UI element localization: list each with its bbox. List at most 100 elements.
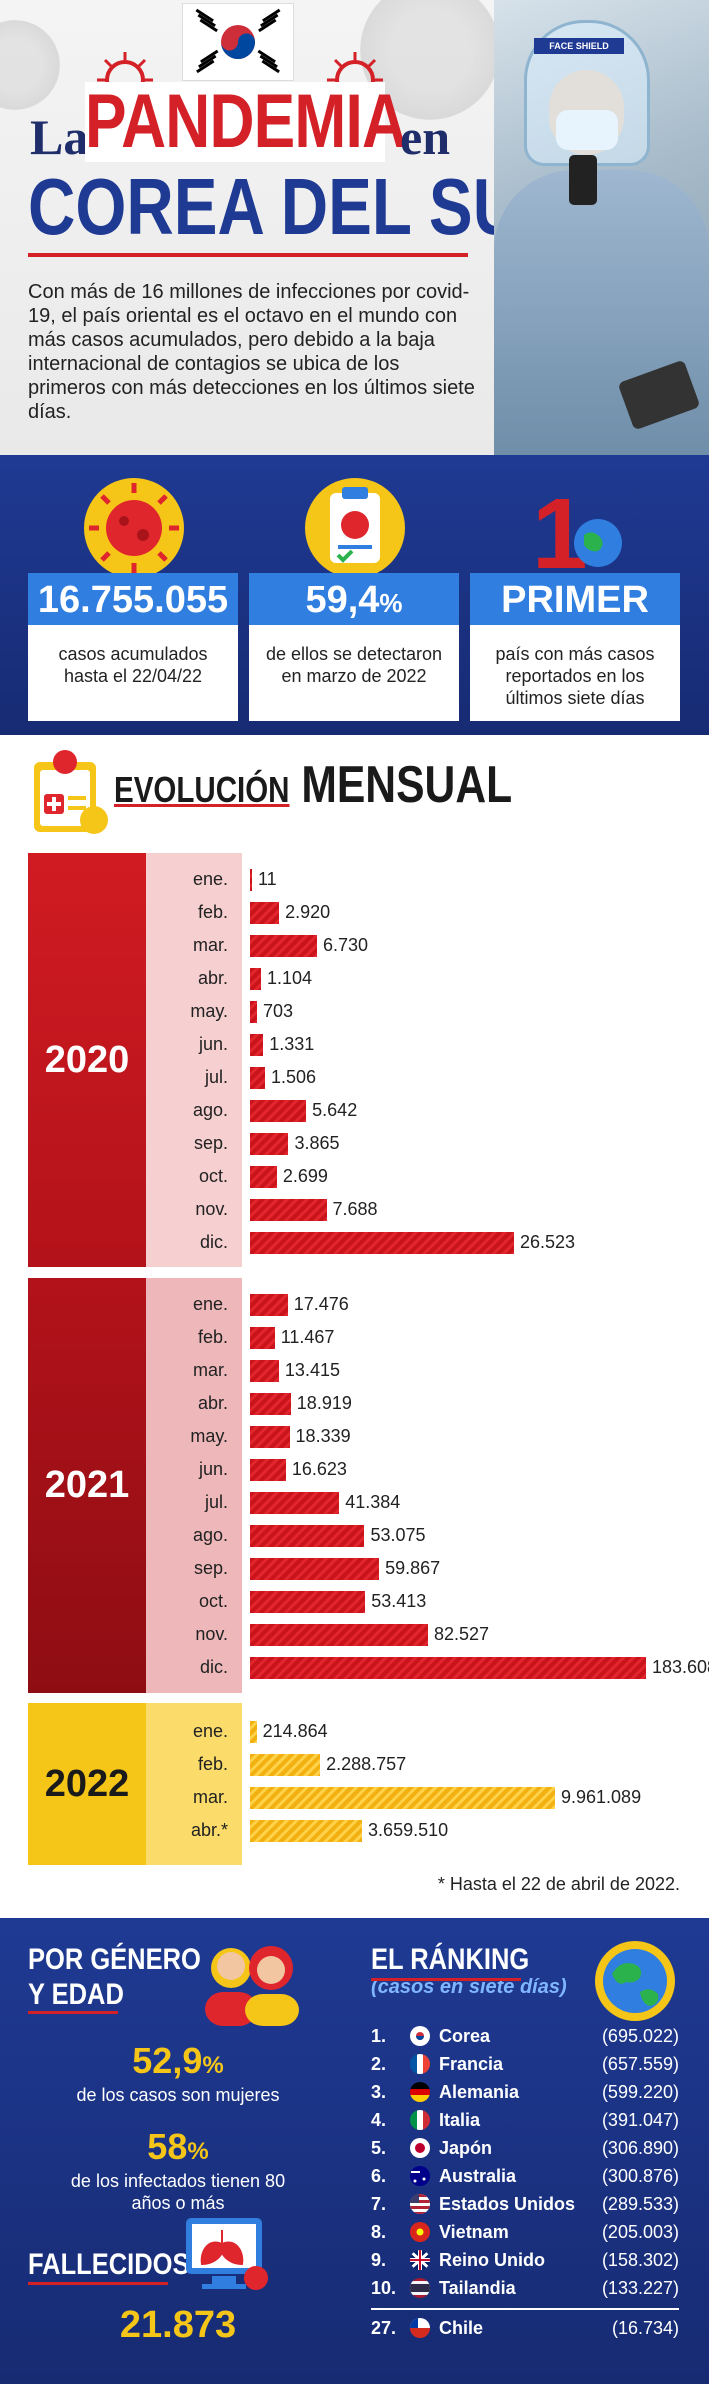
stat-label: casos acumulados hasta el 22/04/22 [58, 644, 208, 686]
first-globe-icon: 1 [520, 473, 630, 590]
underline [28, 2011, 118, 2014]
month-row: dic. 26.523 [28, 1226, 679, 1259]
ranking-value: (306.890) [601, 2138, 679, 2158]
month-label: may. [190, 1001, 228, 1021]
vietnam-flag-icon [409, 2222, 431, 2242]
month-row: ene. 11 [28, 863, 679, 896]
underline [371, 1978, 521, 1981]
bar-2020-7 [250, 1100, 307, 1122]
ranking-country: Alemania [439, 2082, 520, 2102]
month-row: jul. 1.506 [28, 1061, 679, 1094]
bar-value-label: 5.642 [312, 1100, 358, 1120]
stat-value: 16.755.055 [28, 573, 238, 625]
year-block-2020: 2020 ene. 11 feb. 2.920 mar. 6.730 abr. 1.104 ma… [28, 853, 679, 1267]
ranking-number: 6. [371, 2166, 387, 2186]
ranking-value: (300.876) [601, 2166, 679, 2186]
intro-text: Con más de 16 millones de infecciones po… [28, 281, 475, 423]
face-shield-label: FACE SHIELD [534, 38, 624, 54]
bar-2021-11 [250, 1657, 646, 1679]
ranking-row: 9. Reino Unido (158.302) [371, 2246, 679, 2274]
ranking-row: 3. Alemania (599.220) [371, 2078, 679, 2106]
month-row: mar. 13.415 [28, 1354, 679, 1387]
ranking-value: (158.302) [601, 2250, 679, 2270]
month-label: jul. [204, 1492, 228, 1512]
month-row: nov. 82.527 [28, 1618, 679, 1651]
month-row: feb. 2.288.757 [28, 1748, 679, 1781]
month-label: ago. [192, 1100, 228, 1120]
header-section: La PANDEMIA en COREA DEL SUR Con más de … [0, 0, 709, 455]
month-row: ago. 53.075 [28, 1519, 679, 1552]
thailand-flag-icon [409, 2278, 431, 2298]
bar-2021-5 [250, 1459, 286, 1481]
ranking-country: Japón [439, 2138, 493, 2158]
bar-2020-0 [250, 869, 252, 891]
virus-decoration [0, 20, 60, 110]
month-row: sep. 59.867 [28, 1552, 679, 1585]
usa-flag-icon [409, 2194, 431, 2214]
lungs-monitor-icon [182, 2214, 272, 2298]
deaths-title: FALLECIDOS [28, 2248, 190, 2281]
japan-flag-icon [409, 2138, 431, 2158]
ranking-country: Estados Unidos [439, 2194, 576, 2214]
month-row: dic. 183.608 [28, 1651, 709, 1684]
bar-2022-3 [250, 1820, 363, 1842]
bar-value-label: 183.608 [652, 1657, 709, 1677]
ranking-number: 2. [371, 2054, 387, 2074]
virus-icon [79, 473, 189, 583]
ranking-country: Francia [439, 2054, 504, 2074]
bar-2022-1 [250, 1754, 321, 1776]
ranking-row: 6. Australia (300.876) [371, 2162, 679, 2190]
month-row: abr.* 3.659.510 [28, 1814, 679, 1847]
ranking-country: Tailandia [439, 2278, 516, 2298]
bar-2021-3 [250, 1393, 291, 1415]
ranking-row: 1. Corea (695.022) [371, 2022, 679, 2050]
ranking-number: 10. [371, 2278, 397, 2298]
title-en: en [400, 109, 450, 165]
month-label: oct. [198, 1166, 228, 1186]
bar-value-label: 2.920 [285, 902, 331, 922]
month-row: ago. 5.642 [28, 1094, 679, 1127]
ranking-number: 5. [371, 2138, 387, 2158]
month-row: may. 703 [28, 995, 679, 1028]
virus-outline-icon [327, 52, 383, 90]
bar-value-label: 59.867 [385, 1558, 441, 1578]
bar-value-label: 17.476 [293, 1294, 349, 1314]
stat-value: PRIMER [470, 573, 680, 625]
bar-value-label: 9.961.089 [561, 1787, 642, 1807]
bar-value-label: 3.659.510 [368, 1820, 449, 1840]
bar-value-label: 214.864 [262, 1721, 328, 1741]
ranking-value: (599.220) [601, 2082, 679, 2102]
bar-2021-8 [250, 1558, 380, 1580]
bar-2020-5 [250, 1034, 264, 1056]
korea-flag-icon [409, 2026, 431, 2046]
bar-value-label: 7.688 [332, 1199, 378, 1219]
year-label: 2021 [28, 1278, 146, 1693]
stat-card-cases: 16.755.055 casos acumulados hasta el 22/… [28, 573, 238, 721]
month-row: oct. 53.413 [28, 1585, 679, 1618]
ranking-value: (133.227) [601, 2278, 679, 2298]
bottom-section: POR GÉNERO Y EDAD 52,9% de los casos son… [0, 1918, 709, 2384]
bar-2021-10 [250, 1624, 428, 1646]
gender-title-line1: POR GÉNERO [28, 1943, 201, 1976]
ranking-row: 4. Italia (391.047) [371, 2106, 679, 2134]
month-label: mar. [192, 935, 228, 955]
month-label: sep. [193, 1558, 228, 1578]
bar-value-label: 13.415 [284, 1360, 340, 1380]
calendar-virus-icon [28, 748, 110, 838]
bar-2021-4 [250, 1426, 290, 1448]
ranking-number: 4. [371, 2110, 387, 2130]
month-label: ene. [192, 1721, 228, 1741]
month-row: mar. 9.961.089 [28, 1781, 679, 1814]
bar-value-label: 18.919 [296, 1393, 352, 1413]
korea-flag-icon [182, 3, 294, 81]
gender-title-line2: Y EDAD [28, 1978, 124, 2011]
bar-value-label: 16.623 [291, 1459, 347, 1479]
year-label: 2020 [28, 853, 146, 1267]
month-label: sep. [193, 1133, 228, 1153]
elderly-stat-label: de los infectados tienen 80 años o más [70, 2171, 286, 2213]
month-label: abr. [197, 968, 228, 988]
women-stat-value: 52,9% [132, 2040, 224, 2081]
bar-2020-9 [250, 1166, 277, 1188]
month-row: feb. 2.920 [28, 896, 679, 929]
ranking-country: Vietnam [439, 2222, 509, 2242]
